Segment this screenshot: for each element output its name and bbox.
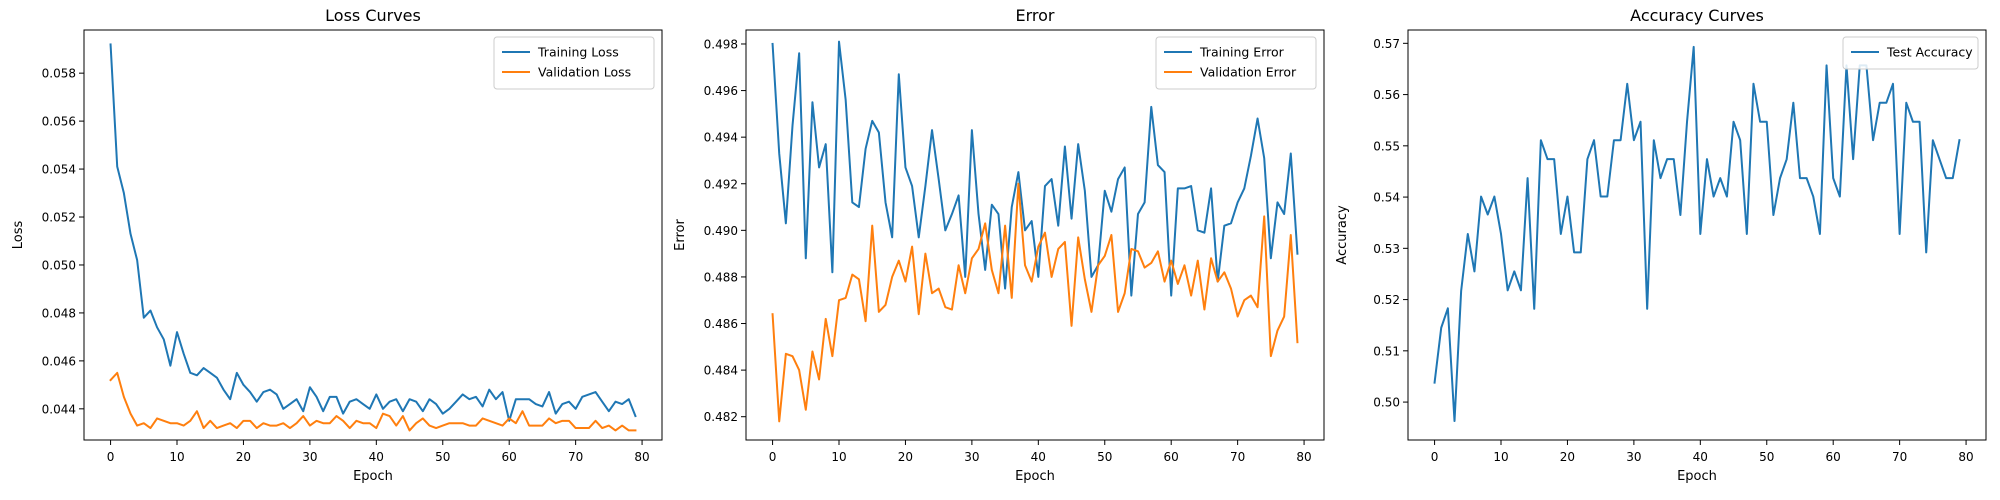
x-tick-label: 20 — [898, 450, 913, 464]
x-tick-label: 10 — [169, 450, 184, 464]
x-axis-label: Epoch — [1015, 469, 1055, 484]
x-tick-label: 40 — [1031, 450, 1046, 464]
x-tick-label: 30 — [964, 450, 979, 464]
x-axis-label: Epoch — [1677, 469, 1717, 484]
series-line-validation-loss — [109, 371, 637, 432]
y-tick-label: 0.052 — [42, 211, 76, 225]
y-tick-label: 0.488 — [704, 270, 738, 284]
y-tick-label: 0.54 — [1373, 191, 1400, 205]
y-tick-label: 0.056 — [42, 115, 76, 129]
x-tick-label: 0 — [107, 450, 115, 464]
legend-box — [493, 36, 655, 90]
y-tick-label: 0.51 — [1373, 344, 1400, 358]
x-tick-label: 30 — [1626, 450, 1641, 464]
x-tick-label: 0 — [769, 450, 777, 464]
series-line-validation-error — [771, 182, 1299, 423]
y-axis-label: Loss — [11, 221, 26, 250]
chart-panel-loss-curves: 0 10 20 30 40 50 60 70 80 0.044 0.046 0.048 0.050 0.0… — [11, 6, 663, 484]
y-tick-label: 0.482 — [704, 410, 738, 424]
y-tick-label: 0.058 — [42, 67, 76, 81]
legend-box — [1155, 36, 1317, 90]
x-tick-label: 10 — [1493, 450, 1508, 464]
x-tick-label: 50 — [435, 450, 450, 464]
legend-box — [1842, 36, 1979, 70]
chart-title: Error — [1016, 6, 1055, 25]
y-tick-label: 0.55 — [1373, 139, 1400, 153]
legend-label-training-error: Training Error — [1199, 45, 1285, 60]
legend-label-test-accuracy: Test Accuracy — [1886, 45, 1973, 60]
y-axis-label: Accuracy — [1335, 205, 1350, 265]
chart-panel-error: 0 10 20 30 40 50 60 70 80 0.482 0.484 0.486 0.488 0.4… — [673, 6, 1325, 484]
x-tick-label: 60 — [1826, 450, 1841, 464]
y-tick-label: 0.496 — [704, 84, 738, 98]
legend-label-training-loss: Training Loss — [537, 45, 619, 60]
chart-title: Loss Curves — [325, 6, 421, 25]
x-tick-label: 70 — [1892, 450, 1907, 464]
series-line-training-loss — [109, 43, 637, 422]
series-line-training-error — [771, 40, 1299, 297]
x-tick-label: 60 — [502, 450, 517, 464]
series-line-test-accuracy — [1433, 45, 1961, 423]
chart-panel-accuracy-curves: 0 10 20 30 40 50 60 70 80 0.50 0.51 0.52 0.53 0.54 0.5… — [1335, 6, 1987, 484]
y-tick-label: 0.53 — [1373, 242, 1400, 256]
y-tick-label: 0.484 — [704, 364, 738, 378]
y-tick-label: 0.048 — [42, 306, 76, 320]
x-tick-label: 70 — [1230, 450, 1245, 464]
legend: Test Accuracy — [1842, 36, 1979, 70]
x-tick-label: 0 — [1431, 450, 1439, 464]
y-tick-label: 0.486 — [704, 317, 738, 331]
x-tick-label: 40 — [1693, 450, 1708, 464]
x-tick-label: 60 — [1164, 450, 1179, 464]
y-tick-label: 0.492 — [704, 177, 738, 191]
legend: Training Loss Validation Loss — [493, 36, 655, 90]
y-tick-label: 0.054 — [42, 163, 76, 177]
x-tick-label: 20 — [236, 450, 251, 464]
x-tick-label: 80 — [1296, 450, 1311, 464]
y-tick-label: 0.046 — [42, 354, 76, 368]
x-tick-label: 20 — [1560, 450, 1575, 464]
x-tick-label: 50 — [1097, 450, 1112, 464]
x-axis-label: Epoch — [353, 469, 393, 484]
legend-label-validation-error: Validation Error — [1200, 65, 1297, 80]
y-tick-label: 0.490 — [704, 224, 738, 238]
y-tick-label: 0.494 — [704, 131, 738, 145]
y-tick-label: 0.050 — [42, 258, 76, 272]
axes-frame — [745, 29, 1325, 441]
legend-label-validation-loss: Validation Loss — [538, 65, 631, 80]
x-tick-label: 70 — [568, 450, 583, 464]
y-tick-label: 0.498 — [704, 37, 738, 51]
x-tick-label: 80 — [634, 450, 649, 464]
x-tick-label: 10 — [831, 450, 846, 464]
x-tick-label: 40 — [369, 450, 384, 464]
y-tick-label: 0.57 — [1373, 37, 1400, 51]
y-tick-label: 0.56 — [1373, 88, 1400, 102]
y-tick-label: 0.52 — [1373, 293, 1400, 307]
chart-title: Accuracy Curves — [1630, 6, 1764, 25]
axes-frame — [83, 29, 663, 441]
x-tick-label: 80 — [1958, 450, 1973, 464]
x-tick-label: 50 — [1759, 450, 1774, 464]
y-tick-label: 0.50 — [1373, 396, 1400, 410]
axes-frame — [1407, 29, 1987, 441]
legend: Training Error Validation Error — [1155, 36, 1317, 90]
x-tick-label: 30 — [302, 450, 317, 464]
y-axis-label: Error — [673, 219, 688, 251]
y-tick-label: 0.044 — [42, 402, 76, 416]
